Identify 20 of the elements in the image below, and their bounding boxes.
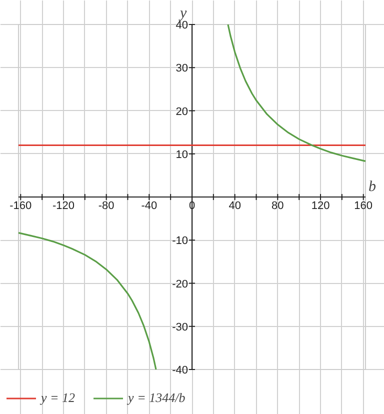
legend-label: y = 1344/b: [128, 390, 186, 406]
x-tick-label: 160: [354, 200, 373, 212]
y-tick-label: 30: [176, 62, 188, 75]
y-tick-label: -40: [172, 364, 188, 376]
y-tick-label: 40: [176, 20, 188, 32]
x-axis-title: b: [368, 179, 376, 195]
x-tick-label: 80: [272, 200, 284, 212]
y-tick-label: -30: [172, 321, 188, 334]
y-axis-title: y: [178, 6, 187, 22]
y-tick-label: -20: [172, 278, 188, 290]
x-tick-label: 120: [311, 200, 330, 212]
x-tick-label: -160: [10, 200, 32, 212]
y-tick-label: 20: [176, 106, 188, 118]
x-tick-label: 40: [228, 200, 241, 212]
x-tick-label: -120: [52, 200, 75, 212]
y-tick-label: -10: [172, 235, 188, 248]
x-tick-label: -40: [141, 200, 158, 212]
y-tick-label: 10: [176, 148, 188, 161]
x-tick-label: -80: [98, 200, 114, 212]
legend-label: y = 12: [41, 390, 76, 406]
